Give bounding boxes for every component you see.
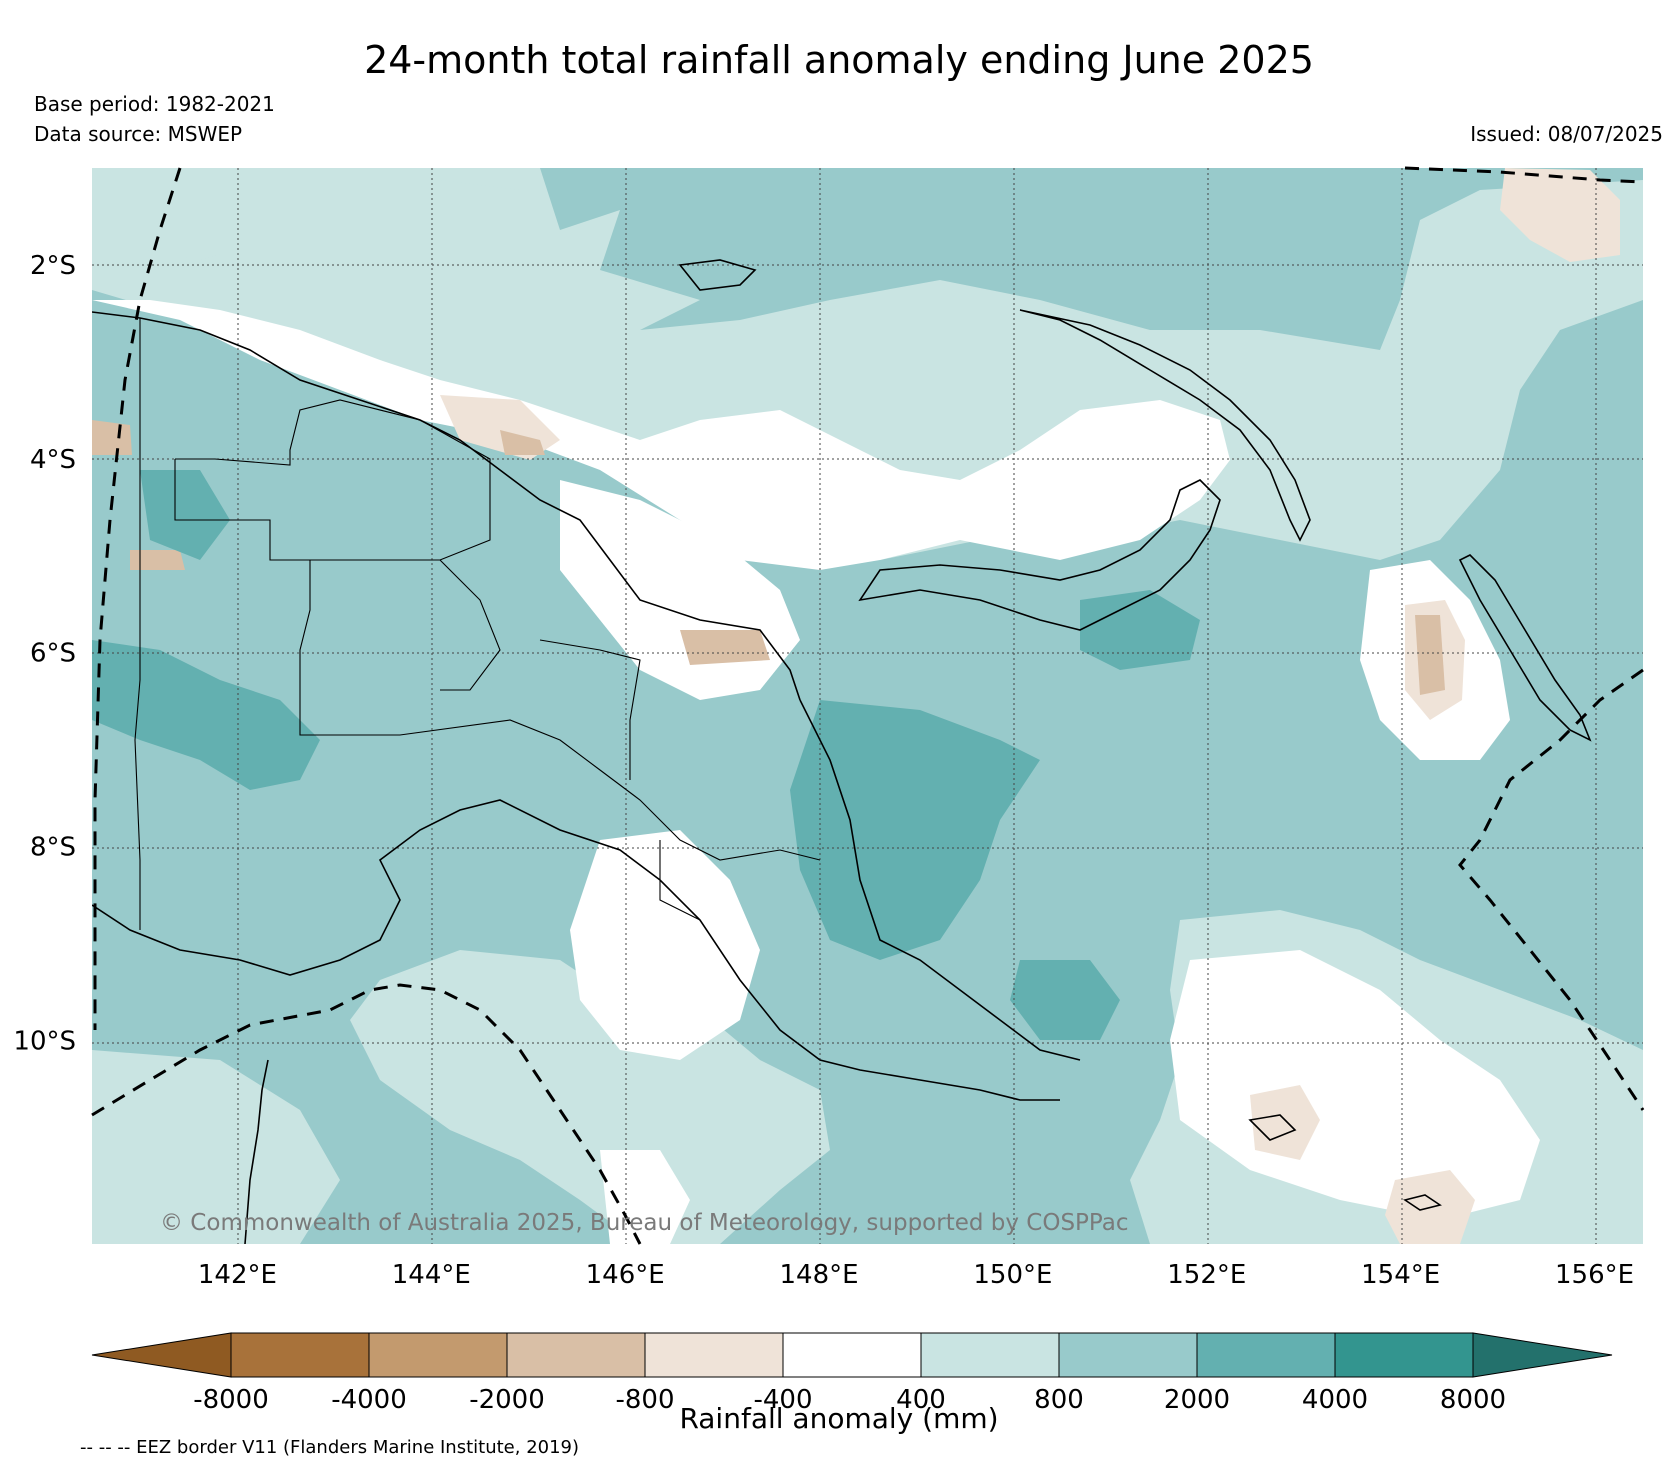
colorbar-tick-label: 2000	[1164, 1385, 1230, 1415]
colorbar-tick-label: -4000	[331, 1385, 407, 1415]
lon-tick-label: 152°E	[1167, 1260, 1246, 1290]
copyright-text: © Commonwealth of Australia 2025, Bureau…	[160, 1210, 1129, 1236]
wet-dark-region	[92, 640, 320, 790]
colorbar-extend-high	[1472, 1332, 1613, 1378]
lon-tick-label: 144°E	[392, 1260, 471, 1290]
province-borders	[659, 840, 701, 921]
eez-border-west	[93, 167, 182, 1030]
lat-tick-label: 10°S	[13, 1026, 76, 1056]
colorbar-bin	[1196, 1332, 1336, 1378]
colorbar-bin	[506, 1332, 646, 1378]
colorbar-bin	[230, 1332, 370, 1378]
colorbar-tick-label: 8000	[1440, 1385, 1506, 1415]
new-ireland-island	[1019, 309, 1311, 542]
southern-new-guinea-coast	[799, 699, 1081, 1061]
colorbar-bin	[644, 1332, 784, 1378]
coastlines	[92, 259, 1592, 1244]
colorbar-tick-label: -400	[753, 1385, 812, 1415]
new-guinea-north-coast	[92, 311, 801, 701]
dry-mid-region	[130, 550, 185, 570]
map-title: 24-month total rainfall anomaly ending J…	[364, 38, 1314, 82]
lon-tick-label: 156°E	[1555, 1260, 1634, 1290]
wet-light-region	[92, 168, 1643, 560]
latitude-tick-labels: 2°S 4°S 6°S 8°S 10°S	[13, 251, 76, 1056]
eez-border-southwest	[91, 983, 642, 1245]
province-borders	[539, 639, 641, 780]
base-period: Base period: 1982-2021	[34, 92, 275, 116]
wet-dark-region	[1080, 590, 1200, 670]
province-borders	[175, 399, 821, 861]
colorbar-bin	[1058, 1332, 1198, 1378]
colorbar-tick-label: -2000	[469, 1385, 545, 1415]
data-source: Data source: MSWEP	[34, 122, 243, 146]
wet-dark-region	[1010, 960, 1120, 1040]
lon-tick-label: 154°E	[1361, 1260, 1440, 1290]
province-borders	[439, 559, 501, 691]
new-britain-island	[858, 479, 1221, 631]
borders	[134, 318, 821, 930]
dry-mid-region	[680, 630, 770, 665]
near-normal-region	[1170, 950, 1540, 1220]
near-normal-region	[570, 830, 760, 1060]
wet-light-region	[92, 168, 520, 260]
dry-mid-region	[500, 430, 545, 455]
lat-tick-label: 6°S	[30, 639, 76, 669]
colorbar-tick-label: -800	[615, 1385, 674, 1415]
eez-borders	[91, 166, 1645, 1245]
lon-tick-label: 146°E	[586, 1260, 665, 1290]
bougainville-island	[1458, 554, 1592, 742]
anomaly-field	[92, 168, 1643, 1244]
manus-island	[678, 259, 757, 291]
colorbar: -8000 -4000 -2000 -800 -400 400 800 2000 4000 800…	[91, 1332, 1613, 1415]
louisiade-islands	[1248, 1114, 1297, 1141]
lat-tick-label: 8°S	[30, 833, 76, 863]
near-normal-region	[600, 1150, 690, 1244]
colorbar-tick-label: 800	[1034, 1385, 1084, 1415]
colorbar-bin	[920, 1332, 1060, 1378]
wet-dark-region	[790, 700, 1040, 960]
rennell-island	[1403, 1194, 1442, 1211]
eez-border-northeast	[1404, 166, 1644, 184]
dry-light-region	[1250, 1085, 1320, 1160]
lat-tick-label: 2°S	[30, 251, 76, 281]
png-indonesia-border	[134, 318, 141, 930]
near-normal-region	[92, 300, 1230, 570]
colorbar-title: Rainfall anomaly (mm)	[679, 1402, 999, 1435]
wet-dark-region	[140, 470, 230, 560]
dry-mid-region	[92, 420, 132, 455]
colorbar-extend-low	[91, 1332, 232, 1378]
colorbar-bin	[1334, 1332, 1474, 1378]
wet-light-region	[92, 1050, 340, 1244]
dry-light-region	[1500, 168, 1620, 262]
lon-tick-label: 150°E	[973, 1260, 1052, 1290]
colorbar-bin	[368, 1332, 508, 1378]
eez-border-east	[1458, 668, 1645, 1111]
lat-tick-label: 4°S	[30, 445, 76, 475]
gridlines	[92, 168, 1643, 1244]
new-guinea-south-coast	[92, 799, 1060, 1101]
lon-tick-label: 148°E	[780, 1260, 859, 1290]
dry-mid-region	[1415, 615, 1445, 695]
colorbar-tick-label: 400	[896, 1385, 946, 1415]
colorbar-tick-label: 4000	[1302, 1385, 1368, 1415]
colorbar-bin	[782, 1332, 922, 1378]
longitude-tick-labels: 142°E 144°E 146°E 148°E 150°E 152°E 154°E 156°E	[198, 1260, 1634, 1290]
province-borders	[174, 459, 310, 561]
issued-date: Issued: 08/07/2025	[1470, 122, 1663, 146]
lon-tick-label: 142°E	[198, 1260, 277, 1290]
colorbar-tick-label: -8000	[193, 1385, 269, 1415]
cape-york-coast	[244, 1059, 269, 1244]
eez-note: -- -- -- EEZ border V11 (Flanders Marine…	[80, 1437, 580, 1458]
